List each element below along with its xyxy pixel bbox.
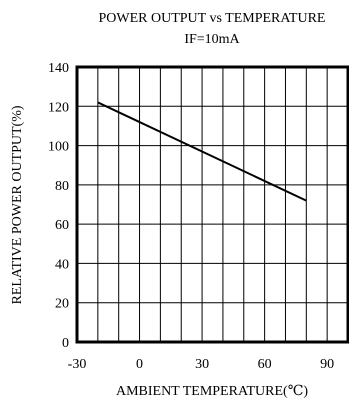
grid [77,67,348,342]
y-tick-label: 40 [55,257,69,272]
y-tick-label: 0 [62,336,69,351]
x-tick-label: 60 [258,357,272,372]
y-tick-label: 140 [48,61,69,76]
x-axis-label: AMBIENT TEMPERATURE(℃) [116,384,308,399]
y-tick-label: 20 [55,297,69,312]
x-tick-label: -30 [68,357,87,372]
series [97,101,307,202]
chart-subtitle: IF=10mA [184,32,240,47]
y-tick-label: 80 [55,179,69,194]
y-axis-label: RELATIVE POWER OUTPUT(%) [10,105,25,304]
x-tick-label: 0 [136,357,143,372]
plot-frame [75,65,349,344]
y-tick-label: 120 [48,100,69,115]
y-tick-label: 100 [48,140,69,155]
y-tick-label: 60 [55,218,69,233]
series-line [97,101,307,202]
chart-title: POWER OUTPUT vs TEMPERATURE [98,11,325,26]
x-tick-label: 90 [320,357,334,372]
tick-labels: -30 0 30 60 90 0 20 40 60 80 100 120 140 [48,61,334,372]
x-tick-label: 30 [195,357,209,372]
